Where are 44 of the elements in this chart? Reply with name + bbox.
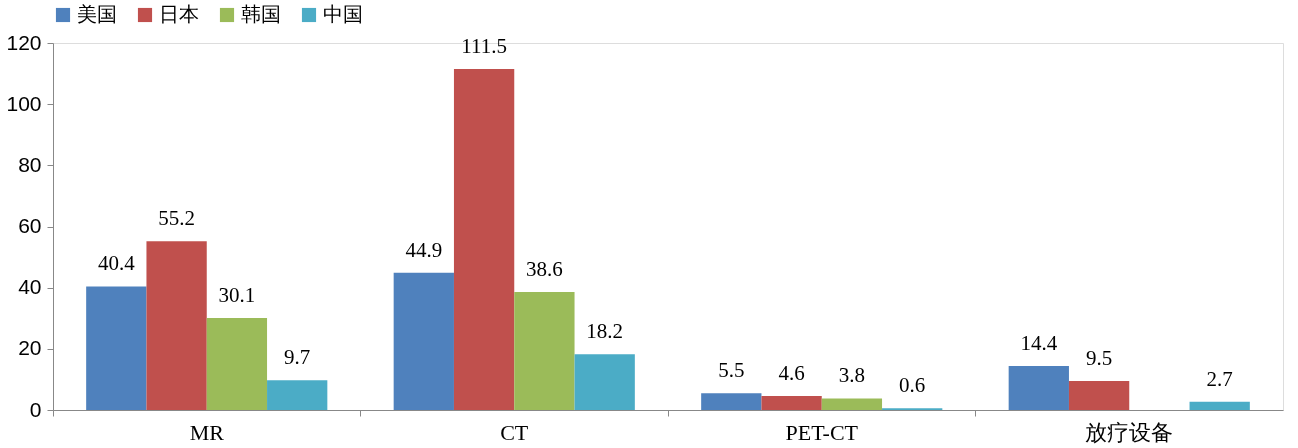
- y-tick-label: 120: [6, 30, 42, 54]
- data-label: 0.6: [899, 373, 926, 398]
- data-label: 38.6: [526, 256, 563, 281]
- bar: [86, 286, 147, 410]
- x-tick-label: MR: [189, 419, 225, 445]
- data-label: 111.5: [461, 34, 507, 58]
- y-tick-label: 100: [6, 91, 42, 115]
- data-label: 9.7: [284, 345, 311, 370]
- legend-label: 美国: [77, 2, 117, 26]
- bar: [514, 291, 575, 410]
- x-tick-label: CT: [500, 419, 529, 445]
- data-label: 9.5: [1085, 345, 1113, 370]
- y-tick-label: 40: [18, 275, 42, 299]
- data-label: 18.2: [586, 319, 624, 344]
- bar: [761, 395, 822, 410]
- data-label: 5.5: [718, 358, 745, 383]
- bar: [1189, 401, 1250, 410]
- bar: [574, 354, 635, 410]
- data-label: 4.6: [778, 360, 805, 385]
- data-label: 30.1: [218, 282, 256, 307]
- data-label: 3.8: [838, 363, 866, 388]
- bar: [393, 272, 454, 410]
- bar: [453, 69, 515, 410]
- y-tick-label: 0: [29, 397, 42, 421]
- bar: [821, 398, 883, 410]
- data-label: 2.7: [1206, 366, 1233, 391]
- data-label: 14.4: [1020, 330, 1058, 355]
- bar: [267, 380, 328, 410]
- bar: [146, 241, 207, 410]
- data-label: 55.2: [158, 206, 195, 231]
- bar: [701, 393, 762, 410]
- legend-label: 中国: [323, 2, 363, 26]
- y-tick-label: 20: [18, 336, 42, 360]
- bar: [206, 317, 268, 410]
- legend-label: 日本: [159, 2, 199, 26]
- legend-label: 韩国: [241, 2, 281, 26]
- data-label: 40.4: [97, 251, 136, 276]
- x-tick-label: PET-CT: [785, 419, 859, 445]
- y-tick-label: 60: [18, 214, 42, 237]
- bar: [1068, 380, 1130, 410]
- bar: [1008, 365, 1069, 410]
- x-tick-label: 放疗设备: [1085, 419, 1174, 445]
- data-label: 44.9: [405, 237, 443, 262]
- y-tick-label: 80: [18, 152, 42, 176]
